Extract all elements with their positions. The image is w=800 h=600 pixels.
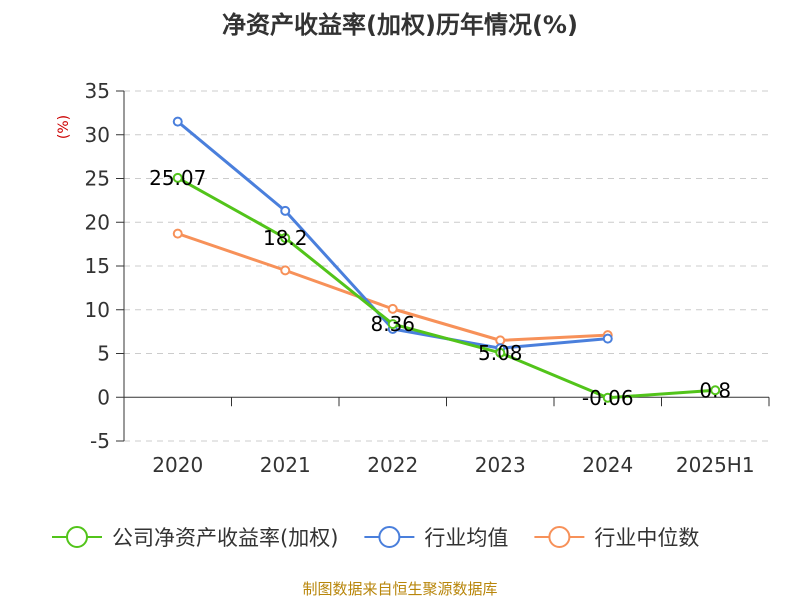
x-tick-label: 2024 [582,453,633,477]
y-tick-label: 10 [85,298,110,322]
data-point [172,116,183,127]
data-label: 5.08 [478,341,523,365]
legend-marker [66,526,88,548]
y-tick-label: 20 [85,210,110,234]
source-note: 制图数据来自恒生聚源数据库 [302,580,497,598]
data-label: 25.07 [149,166,206,190]
legend-label: 行业均值 [424,526,508,550]
data-point [602,333,613,344]
x-tick-label: 2022 [367,453,418,477]
data-point [387,319,398,330]
data-labels: 25.07 18.2 8.36 5.08 -0.06 0.8 [149,166,731,410]
y-tick-label: 5 [97,342,110,366]
legend-marker [548,526,571,548]
data-point [280,205,291,216]
series-line [177,176,716,400]
series-layer [172,116,721,403]
data-point [172,228,183,239]
data-point [387,303,398,314]
legend-marker [378,526,401,548]
x-tick-label: 2021 [260,453,311,477]
y-tick-label: 0 [97,385,110,409]
y-tick-label: -5 [90,429,110,453]
data-point [495,347,506,358]
legend-label: 公司净资产收益率(加权) [112,526,338,550]
data-point [710,385,721,396]
data-label: 8.36 [370,312,415,336]
x-tick-label: 2020 [152,453,203,477]
data-label: 0.8 [699,378,731,402]
x-tick-label: 2025H1 [676,453,755,477]
data-label: 18.2 [263,226,308,250]
data-label: -0.06 [582,386,634,410]
legend-label: 行业中位数 [594,526,699,550]
y-tick-label: 30 [85,123,110,147]
y-tick-label: 15 [85,254,110,278]
y-tick-label: 35 [85,79,110,103]
axes: 35 30 25 20 15 10 5 0 -5 2020 2021 2022 2023 2024 2025… [85,79,770,477]
data-point [172,172,183,183]
grid [124,90,769,442]
x-tick-label: 2023 [475,453,526,477]
y-tick-label: 25 [85,167,110,191]
legend: 公司净资产收益率(加权) 行业均值 行业中位数 [52,526,699,550]
data-point [280,233,291,243]
y-axis-label: (%) [56,115,72,139]
data-point [280,265,291,276]
chart-title: 净资产收益率(加权)历年情况(%) [222,11,578,39]
data-point [602,392,613,403]
